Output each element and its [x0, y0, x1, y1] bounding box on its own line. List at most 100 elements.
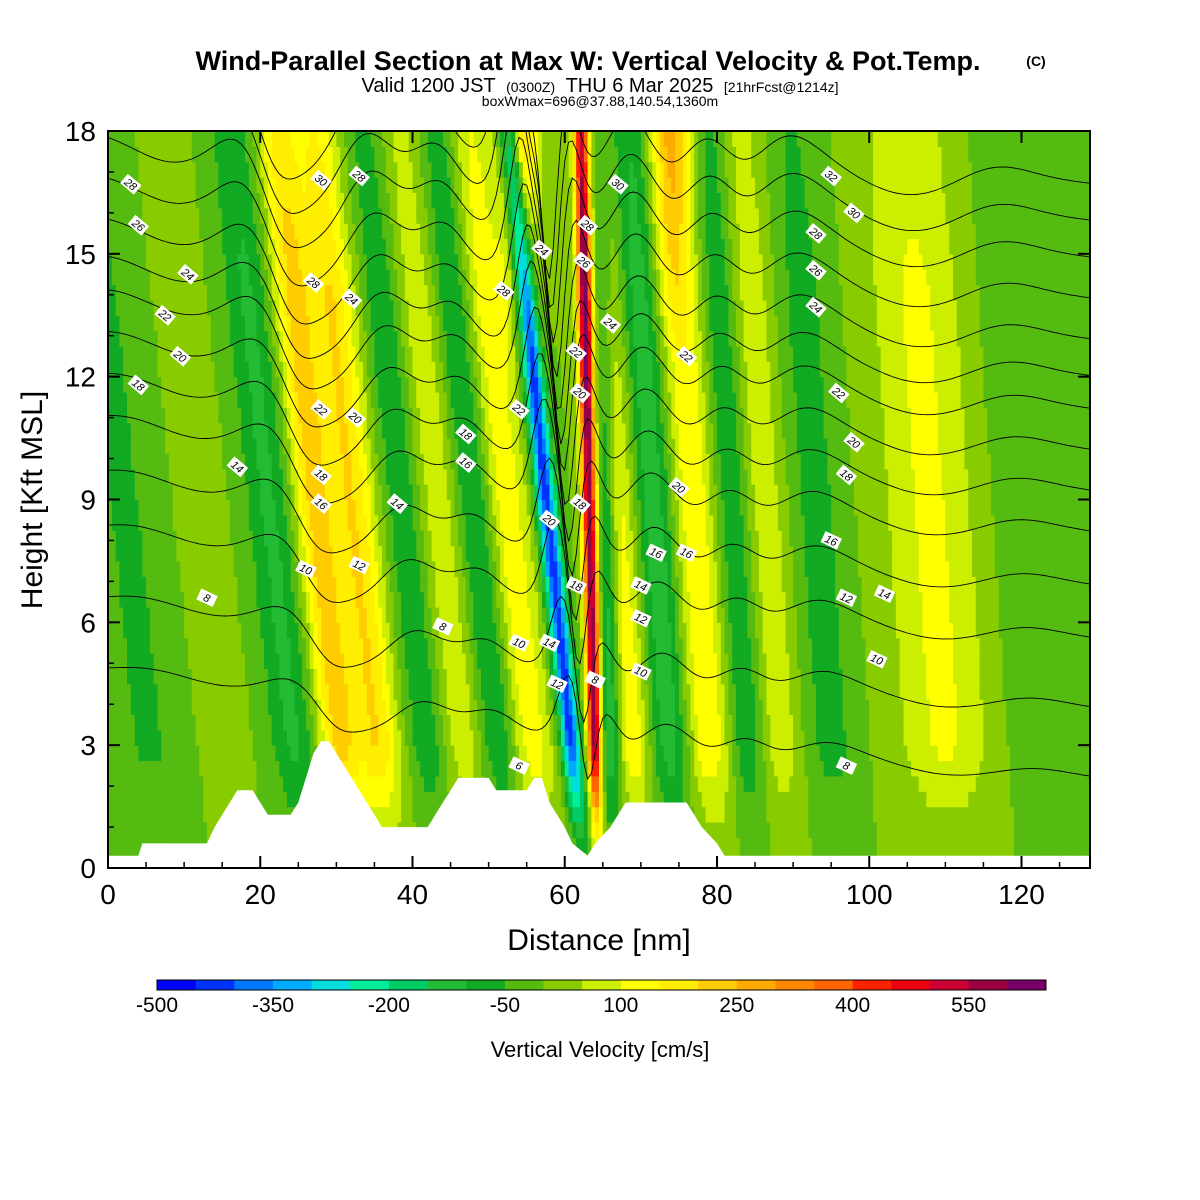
w-cell: [907, 837, 912, 854]
w-cell: [382, 729, 387, 746]
w-cell: [1086, 791, 1090, 808]
w-cell: [184, 760, 189, 777]
w-cell: [854, 714, 859, 731]
w-cell: [964, 591, 969, 608]
w-cell: [793, 622, 798, 639]
w-cell: [1078, 806, 1083, 823]
w-cell: [416, 560, 421, 577]
w-cell: [275, 683, 280, 700]
w-cell: [907, 714, 912, 731]
w-cell: [618, 622, 623, 639]
w-cell: [815, 699, 821, 716]
w-cell: [583, 714, 589, 731]
w-cell: [972, 791, 977, 808]
w-cell: [926, 637, 931, 654]
w-cell: [267, 668, 273, 685]
w-cell: [697, 806, 703, 823]
w-cell: [994, 653, 1000, 669]
w-cell: [1074, 775, 1080, 792]
w-cell: [328, 683, 334, 700]
w-cell: [1070, 576, 1076, 593]
w-cell: [142, 606, 147, 623]
w-cell: [214, 576, 219, 593]
w-cell: [275, 806, 280, 823]
w-cell: [762, 745, 768, 762]
w-cell: [690, 622, 695, 639]
w-cell: [1055, 622, 1061, 639]
w-cell: [461, 576, 467, 593]
w-cell: [1086, 821, 1090, 838]
w-cell: [991, 714, 996, 731]
w-cell: [108, 745, 113, 762]
w-cell: [690, 729, 695, 746]
w-cell: [355, 745, 360, 762]
w-cell: [857, 760, 863, 777]
w-cell: [998, 837, 1004, 854]
w-cell: [553, 699, 558, 716]
w-cell: [275, 729, 280, 746]
w-cell: [1032, 699, 1038, 716]
w-cell: [404, 606, 410, 623]
w-cell: [195, 775, 200, 792]
w-cell: [1036, 606, 1042, 623]
w-cell: [869, 821, 874, 838]
w-cell: [880, 729, 886, 746]
w-cell: [968, 791, 973, 808]
w-cell: [343, 683, 349, 700]
w-cell: [937, 745, 943, 762]
w-cell: [374, 683, 379, 700]
w-cell: [286, 729, 292, 746]
w-cell: [770, 806, 775, 823]
w-cell: [1010, 576, 1015, 593]
w-cell: [758, 683, 764, 700]
w-cell: [892, 775, 897, 792]
w-cell: [968, 622, 973, 639]
w-cell: [595, 699, 600, 716]
w-cell: [892, 745, 897, 762]
w-cell: [709, 606, 714, 623]
w-cell: [134, 683, 140, 700]
w-cell: [267, 745, 273, 762]
w-cell: [1013, 622, 1019, 639]
w-cell: [952, 714, 958, 731]
w-cell: [534, 606, 539, 623]
w-cell: [888, 729, 893, 746]
w-cell: [283, 699, 288, 716]
w-cell: [469, 714, 474, 731]
w-cell: [789, 791, 794, 808]
w-cell: [484, 745, 490, 762]
w-cell: [755, 714, 760, 731]
w-cell: [949, 760, 954, 777]
w-cell: [933, 637, 939, 654]
w-cell: [165, 683, 170, 700]
w-cell: [576, 745, 581, 762]
w-cell: [203, 791, 208, 808]
w-cell: [454, 668, 459, 685]
w-cell: [686, 668, 691, 685]
w-cell: [503, 622, 509, 639]
w-cell: [1025, 821, 1030, 838]
w-cell: [172, 606, 178, 623]
w-cell: [427, 729, 433, 746]
w-cell: [930, 821, 935, 838]
w-cell: [618, 606, 623, 623]
w-cell: [945, 806, 950, 823]
w-cell: [477, 745, 482, 762]
w-cell: [165, 637, 170, 654]
w-cell: [309, 745, 315, 762]
w-cell: [690, 668, 695, 685]
w-cell: [884, 821, 889, 838]
w-cell: [332, 699, 337, 716]
w-cell: [572, 699, 577, 716]
w-cell: [587, 729, 592, 746]
w-cell: [423, 791, 429, 808]
w-cell: [907, 576, 912, 593]
w-cell: [659, 745, 665, 762]
w-cell: [873, 591, 878, 608]
w-cell: [446, 606, 452, 623]
w-cell: [245, 622, 250, 639]
w-cell: [450, 683, 455, 700]
w-cell: [408, 622, 414, 639]
w-cell: [968, 745, 973, 762]
